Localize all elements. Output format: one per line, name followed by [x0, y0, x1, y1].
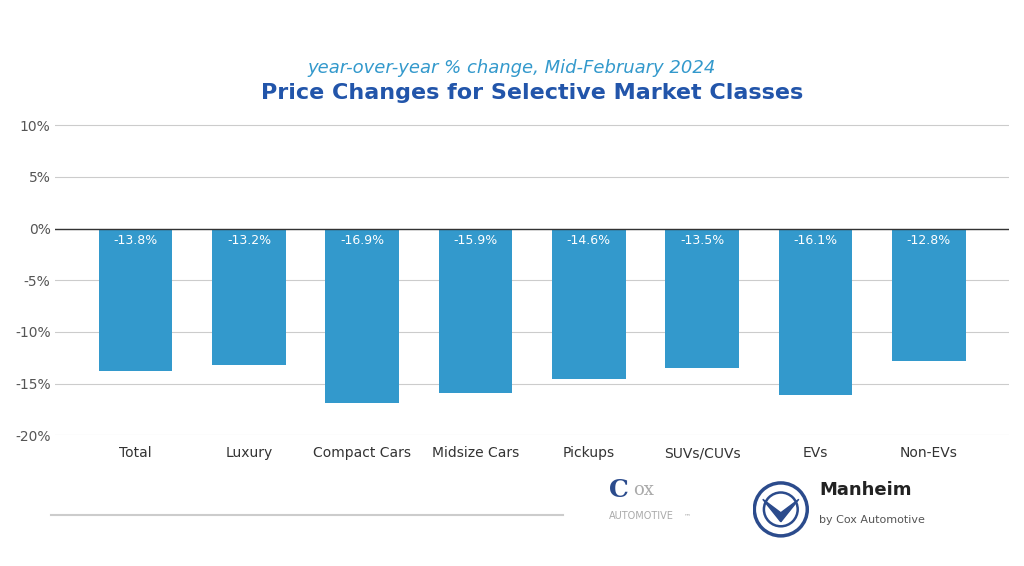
Bar [892, 229, 966, 361]
Text: -12.8%: -12.8% [906, 234, 951, 247]
Text: AUTOMOTIVE: AUTOMOTIVE [609, 511, 674, 521]
Text: ™: ™ [684, 513, 691, 519]
Text: -16.9%: -16.9% [340, 234, 384, 247]
Text: by Cox Automotive: by Cox Automotive [819, 514, 925, 525]
Text: -13.8%: -13.8% [114, 234, 158, 247]
Text: -14.6%: -14.6% [567, 234, 611, 247]
Bar [778, 229, 852, 395]
Title: Price Changes for Selective Market Classes: Price Changes for Selective Market Class… [261, 83, 804, 103]
Bar [552, 229, 626, 379]
Text: year-over-year % change, Mid-February 2024: year-over-year % change, Mid-February 20… [308, 59, 716, 78]
Text: -16.1%: -16.1% [794, 234, 838, 247]
Polygon shape [763, 499, 780, 522]
Bar [326, 229, 399, 404]
Text: Manheim: Manheim [819, 481, 911, 499]
Text: ox: ox [633, 481, 653, 499]
Bar [666, 229, 739, 368]
Bar [212, 229, 286, 365]
Bar [438, 229, 512, 393]
Polygon shape [780, 499, 799, 522]
Bar [99, 229, 172, 371]
Text: -15.9%: -15.9% [454, 234, 498, 247]
Text: -13.5%: -13.5% [680, 234, 724, 247]
Text: C: C [609, 478, 629, 501]
Text: -13.2%: -13.2% [227, 234, 271, 247]
